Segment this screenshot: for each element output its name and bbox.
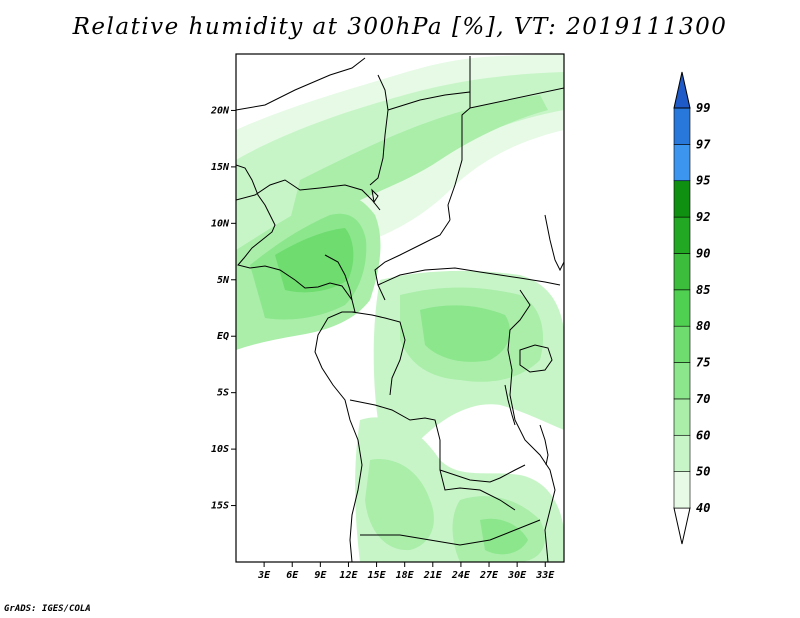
colorbar-segment [673,325,691,363]
border-chad-sudan [374,219,451,301]
border-mauritania-mali [236,57,366,111]
humidity-area-central-deep [420,305,510,362]
lake-chad [371,188,379,204]
lat-tick-label: 10N [211,218,230,229]
border-libya-egypt [469,56,564,109]
border-congo [351,311,406,396]
border-nigeria-cameroon [324,254,353,301]
lon-tick-label: 18E [396,570,415,581]
colorbar-segment [673,144,691,182]
colorbar-label: 40 [696,501,710,515]
border-mali-algeria [369,74,389,186]
map-frame [235,53,565,563]
colorbar-label: 85 [696,283,710,297]
border-sahel [236,179,381,211]
colorbar: 40 50 60 70 75 80 85 90 92 95 97 99 [673,71,711,545]
colorbar-segment [673,434,691,472]
border-drc-angola [349,399,516,511]
lon-tick-label: 21E [423,570,443,581]
lat-tick-label: 10S [211,444,229,455]
colorbar-segment [673,398,691,436]
lon-tick-label: 3E [257,570,271,581]
colorbar-label: 50 [696,465,710,479]
colorbar-label: 80 [696,319,710,333]
colorbar-label: 92 [696,210,710,224]
colorbar-segment [673,216,691,254]
latitude-axis: 20N 15N 10N 5N EQ 5S 10S 15S [210,105,236,512]
colorbar-segment [673,289,691,327]
border-niger-libya [387,91,471,221]
colorbar-label: 97 [696,137,711,151]
colorbar-segment [673,253,691,291]
colorbar-under-arrow [673,507,691,545]
border-south [360,519,541,546]
lon-tick-label: 6E [286,570,299,581]
colorbar-label: 70 [696,392,710,406]
lake-tanganyika [504,384,516,426]
grads-credit: GrADS: IGES/COLA [4,604,91,614]
colorbar-segment [673,471,691,509]
lat-tick-label: 5N [217,275,230,286]
humidity-area-west-deep [275,228,354,293]
lake-victoria [519,344,553,373]
humidity-area-south-east-core [480,518,528,555]
lon-tick-label: 15E [368,570,387,581]
lon-tick-label: 30E [507,570,527,581]
colorbar-label: 60 [696,428,710,442]
lat-tick-label: 20N [210,105,230,116]
lat-tick-label: 15S [211,501,229,512]
border-car [377,267,561,286]
lat-tick-label: 15N [211,162,230,173]
coastline-west-africa [236,164,363,562]
lon-tick-label: 9E [314,570,327,581]
lon-tick-label: 27E [479,570,499,581]
lat-tick-label: 5S [217,388,229,399]
colorbar-label: 99 [696,101,710,115]
colorbar-segment [673,362,691,400]
map-title: Relative humidity at 300hPa [%], VT: 201… [72,14,728,40]
colorbar-over-arrow [673,71,691,109]
colorbar-segment [673,180,691,218]
country-boundaries [236,56,564,562]
lon-tick-label: 24E [451,570,471,581]
humidity-area-south-core [365,459,434,551]
colorbar-label: 75 [696,356,710,370]
humidity-field [236,54,564,562]
lat-tick-label: EQ [217,331,229,342]
lon-tick-label: 33E [535,570,555,581]
border-zambia [439,464,526,483]
longitude-axis: 3E 6E 9E 12E 15E 18E 21E 24E 27E 30E 33E [257,562,555,581]
colorbar-segment [673,107,691,145]
border-ethiopia [544,214,564,272]
border-east-africa [507,289,556,562]
lake-malawi [539,424,549,466]
colorbar-label: 90 [696,246,710,260]
colorbar-label: 95 [696,174,710,188]
lon-tick-label: 12E [339,570,358,581]
